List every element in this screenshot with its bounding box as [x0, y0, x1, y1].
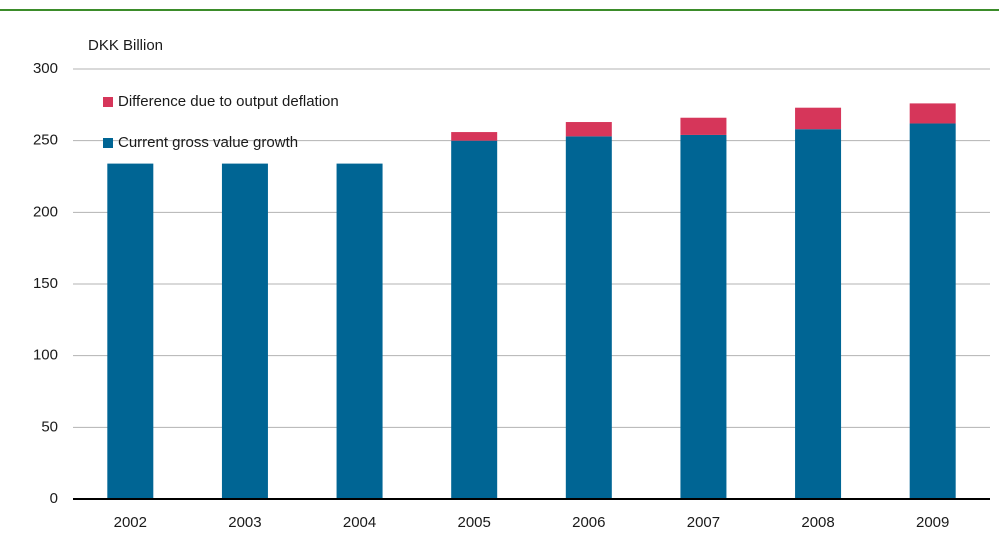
legend-swatch: [103, 138, 113, 148]
bar-segment: [565, 136, 612, 499]
bar-segment: [909, 103, 956, 124]
y-tick-label: 200: [33, 203, 58, 220]
bar-segment: [336, 163, 383, 499]
bar-segment: [680, 117, 727, 135]
y-tick-label: 0: [50, 490, 58, 507]
y-axis-label: DKK Billion: [88, 37, 163, 54]
bar-segment: [451, 132, 498, 141]
bar-segment: [795, 107, 842, 130]
bar-segment: [680, 134, 727, 499]
x-tick-label: 2004: [343, 514, 376, 531]
bar-segment: [565, 122, 612, 137]
bar-segment: [909, 123, 956, 499]
y-tick-label: 50: [41, 418, 58, 435]
x-tick-label: 2005: [458, 514, 491, 531]
y-tick-label: 250: [33, 132, 58, 149]
legend-swatch: [103, 97, 113, 107]
y-tick-label: 100: [33, 347, 58, 364]
x-tick-label: 2009: [916, 514, 949, 531]
x-tick-label: 2003: [228, 514, 261, 531]
x-tick-label: 2002: [114, 514, 147, 531]
legend-label: Current gross value growth: [118, 134, 298, 151]
y-tick-label: 150: [33, 275, 58, 292]
legend-label: Difference due to output deflation: [118, 93, 339, 110]
x-tick-label: 2006: [572, 514, 605, 531]
bar-segment: [795, 129, 842, 499]
bar-segment: [221, 163, 268, 499]
bar-segment: [451, 140, 498, 499]
bar-segment: [107, 163, 154, 499]
x-tick-label: 2008: [801, 514, 834, 531]
x-tick-label: 2007: [687, 514, 720, 531]
y-tick-label: 300: [33, 60, 58, 77]
